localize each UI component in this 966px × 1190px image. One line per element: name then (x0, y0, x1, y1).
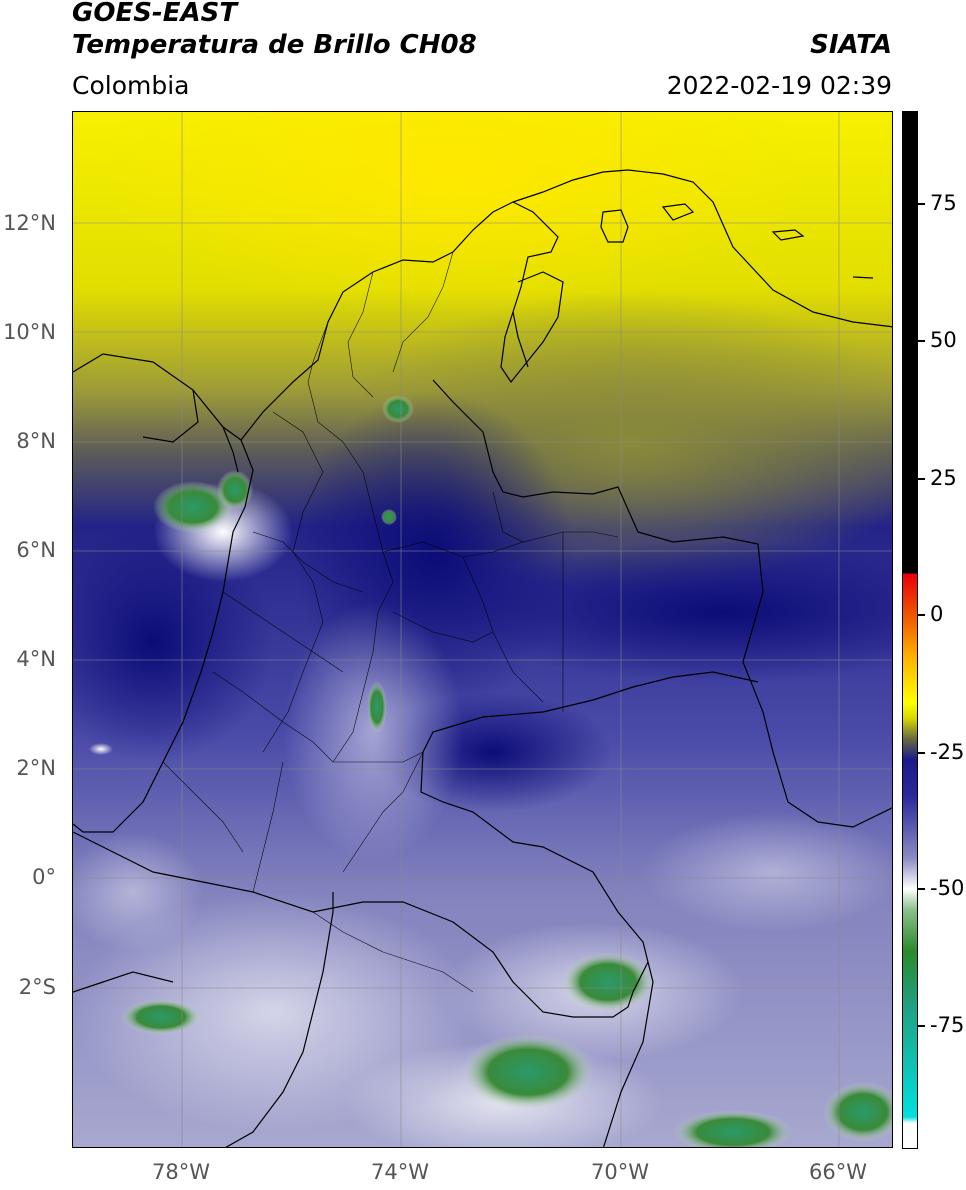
lat-label-8n: 8°N (16, 429, 56, 453)
lon-label-66w: 66°W (809, 1160, 867, 1184)
lat-label-2s: 2°S (18, 975, 56, 999)
map-image (73, 112, 892, 1147)
colorbar-tick (918, 1025, 925, 1027)
lat-label-2n: 2°N (16, 756, 56, 780)
lon-label-78w: 78°W (152, 1160, 210, 1184)
country-borders (73, 169, 892, 1147)
colorbar (902, 111, 918, 1149)
department-borders (162, 251, 619, 993)
lon-label-70w: 70°W (591, 1160, 649, 1184)
lat-label-6n: 6°N (16, 538, 56, 562)
colorbar-label-0: 0 (930, 602, 944, 626)
colorbar-label-50: 50 (930, 328, 957, 352)
colorbar-tick (918, 888, 925, 890)
satellite-title: GOES-EAST (72, 0, 238, 28)
colorbar-tick (918, 752, 925, 754)
colorbar-label-minus50: -50 (930, 876, 965, 900)
colorbar-tick (918, 478, 925, 480)
colorbar-label-25: 25 (930, 466, 957, 490)
colorbar-tick (918, 203, 925, 205)
colorbar-label-minus75: -75 (930, 1013, 965, 1037)
agency-label: SIATA (810, 30, 892, 60)
colorbar-tick (918, 614, 925, 616)
region-label: Colombia (72, 71, 190, 100)
lat-label-4n: 4°N (16, 647, 56, 671)
lat-label-10n: 10°N (3, 320, 56, 344)
colorbar-label-75: 75 (930, 191, 957, 215)
lon-label-74w: 74°W (371, 1160, 429, 1184)
colorbar-tick (918, 340, 925, 342)
colorbar-label-minus25: -25 (930, 740, 965, 764)
lat-label-12n: 12°N (3, 211, 56, 235)
product-title: Temperatura de Brillo CH08 (72, 30, 477, 60)
satellite-map[interactable] (72, 111, 893, 1148)
datetime-label: 2022-02-19 02:39 (666, 71, 892, 100)
lat-label-0: 0° (32, 865, 56, 889)
